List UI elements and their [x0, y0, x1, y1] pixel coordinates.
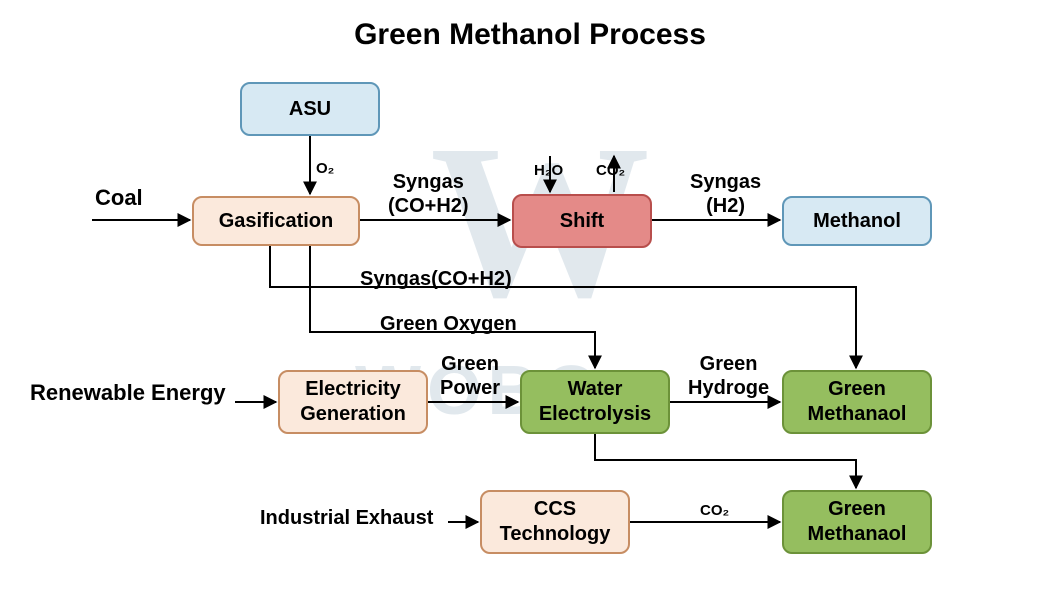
node-label: Methanol	[813, 209, 901, 234]
label-green-o2: Green Oxygen	[380, 312, 517, 336]
label-syngas2: Syngas(CO+H2)	[360, 267, 512, 291]
label-h2o: H₂O	[534, 162, 563, 180]
node-methanol: Methanol	[782, 196, 932, 246]
node-label: Gasification	[219, 209, 333, 234]
label-syngas-h2: Syngas (H2)	[690, 170, 761, 218]
node-electrolysis: Water Electrolysis	[520, 370, 670, 434]
node-label: Green Methanaol	[808, 377, 907, 427]
node-label: Water Electrolysis	[539, 377, 651, 427]
diagram-title: Green Methanol Process	[0, 18, 1060, 52]
node-label: Green Methanaol	[808, 497, 907, 547]
node-green-methanol-1: Green Methanaol	[782, 370, 932, 434]
label-co2-ccs: CO₂	[700, 502, 729, 520]
node-green-methanol-2: Green Methanaol	[782, 490, 932, 554]
node-gasification: Gasification	[192, 196, 360, 246]
label-o2: O₂	[316, 160, 334, 178]
node-label: Electricity Generation	[300, 377, 406, 427]
node-label: Shift	[560, 209, 604, 234]
label-green-h2: Green Hydroge	[688, 352, 769, 400]
node-elec-gen: Electricity Generation	[278, 370, 428, 434]
node-shift: Shift	[512, 194, 652, 248]
label-green-pw: Green Power	[440, 352, 500, 400]
label-syngas1: Syngas (CO+H2)	[388, 170, 469, 218]
label-co2-up: CO₂	[596, 162, 625, 180]
node-label: CCS Technology	[500, 497, 611, 547]
node-ccs: CCS Technology	[480, 490, 630, 554]
node-asu: ASU	[240, 82, 380, 136]
input-industrial: Industrial Exhaust	[260, 506, 433, 530]
input-renewable: Renewable Energy	[30, 380, 226, 406]
input-coal: Coal	[95, 185, 143, 211]
node-label: ASU	[289, 97, 331, 122]
